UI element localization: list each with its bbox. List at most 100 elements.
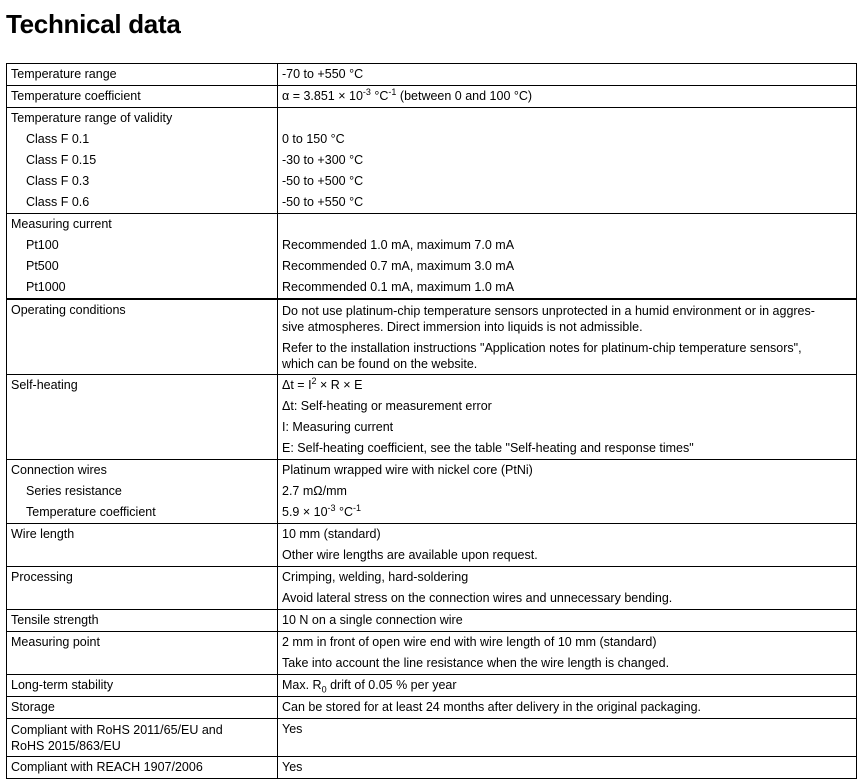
table-row: Measuring point 2 mm in front of open wi… (6, 631, 857, 675)
table-cell: -70 to +550 °C (277, 63, 857, 86)
value: 5.9 × 10-3 °C-1 (282, 502, 852, 523)
table-cell: Max. R0 drift of 0.05 % per year (277, 674, 857, 697)
value: Yes (282, 760, 303, 774)
value: Δt: Self-heating or measurement error (282, 399, 492, 413)
text: drift of 0.05 % per year (326, 678, 457, 692)
sub-label: Class F 0.6 (26, 195, 90, 209)
value: Take into account the line resistance wh… (282, 656, 670, 670)
table-row: Tensile strength 10 N on a single connec… (6, 609, 857, 632)
value: I: Measuring current (282, 420, 394, 434)
subscript: 0 (321, 684, 327, 695)
value: 0 to 150 °C (282, 132, 345, 146)
sub-label: Pt100 (26, 238, 59, 252)
line: Compliant with RoHS 2011/65/EU and (11, 723, 223, 737)
text: Δt = I (282, 378, 312, 392)
table-cell: 10 N on a single connection wire (277, 609, 857, 632)
label: Operating conditions (11, 303, 126, 317)
text: α = 3.851 × 10 (282, 89, 363, 103)
label: Wire length (11, 527, 75, 541)
table-row: Processing Crimping, welding, hard-solde… (6, 566, 857, 610)
table-cell: Temperature range of validity Class F 0.… (6, 107, 278, 214)
line: RoHS 2015/863/EU (11, 739, 121, 753)
table-cell: Tensile strength (6, 609, 278, 632)
table-cell: Self-heating (6, 374, 278, 460)
value: -50 to +550 °C (282, 195, 364, 209)
label: Compliant with REACH 1907/2006 (11, 760, 203, 774)
value: Recommended 0.7 mA, maximum 3.0 mA (282, 259, 515, 273)
text: Max. R (282, 678, 322, 692)
table-cell: 10 mm (standard) Other wire lengths are … (277, 523, 857, 567)
paragraph: Refer to the installation instructions "… (282, 337, 852, 374)
table-cell: Processing (6, 566, 278, 610)
table-cell: Long-term stability (6, 674, 278, 697)
text: °C (335, 505, 354, 519)
table-cell: Platinum wrapped wire with nickel core (… (277, 459, 857, 524)
table-row: Storage Can be stored for at least 24 mo… (6, 696, 857, 719)
table-cell: Compliant with REACH 1907/2006 (6, 756, 278, 779)
sub-label: Class F 0.3 (26, 174, 90, 188)
table-row: Operating conditions Do not use platinum… (6, 298, 857, 375)
value: 10 N on a single connection wire (282, 613, 463, 627)
value: 2.7 mΩ/mm (282, 484, 347, 498)
table-cell: α = 3.851 × 10-3 °C-1 (between 0 and 100… (277, 85, 857, 108)
table-cell: Can be stored for at least 24 months aft… (277, 696, 857, 719)
superscript: -3 (327, 502, 336, 513)
sub-label: Class F 0.15 (26, 153, 97, 167)
superscript: -1 (388, 86, 397, 97)
value: 2 mm in front of open wire end with wire… (282, 635, 657, 649)
value: 10 mm (standard) (282, 527, 381, 541)
table-row: Temperature coefficient α = 3.851 × 10-3… (6, 85, 857, 108)
table-cell: Storage (6, 696, 278, 719)
label: Long-term stability (11, 678, 114, 692)
table-cell: Wire length (6, 523, 278, 567)
table-row: Compliant with REACH 1907/2006 Yes (6, 756, 857, 779)
table-cell: Recommended 1.0 mA, maximum 7.0 mA Recom… (277, 213, 857, 300)
value: -30 to +300 °C (282, 153, 364, 167)
table-row: Temperature range -70 to +550 °C (6, 63, 857, 86)
value: Yes (282, 722, 303, 736)
table-row: Wire length 10 mm (standard) Other wire … (6, 523, 857, 567)
table-cell: 2 mm in front of open wire end with wire… (277, 631, 857, 675)
value: Other wire lengths are available upon re… (282, 548, 538, 562)
value: Recommended 0.1 mA, maximum 1.0 mA (282, 280, 515, 294)
superscript: -3 (362, 86, 371, 97)
text: × R × E (316, 378, 363, 392)
spacer (282, 214, 852, 235)
label: Tensile strength (11, 613, 99, 627)
sub-label: Class F 0.1 (26, 132, 90, 146)
value: Crimping, welding, hard-soldering (282, 570, 469, 584)
label: Processing (11, 570, 73, 584)
value: Max. R0 drift of 0.05 % per year (282, 675, 852, 696)
label: Temperature range of validity (11, 111, 173, 125)
table-cell: 0 to 150 °C -30 to +300 °C -50 to +500 °… (277, 107, 857, 214)
superscript: 2 (311, 375, 317, 386)
value: E: Self-heating coefficient, see the tab… (282, 441, 694, 455)
table-cell: Crimping, welding, hard-soldering Avoid … (277, 566, 857, 610)
value: Δt = I2 × R × E (282, 375, 852, 396)
technical-data-table: Temperature range -70 to +550 °C Tempera… (6, 63, 857, 779)
table-cell: Δt = I2 × R × E Δt: Self-heating or meas… (277, 374, 857, 460)
label: Temperature coefficient (11, 89, 141, 103)
table-cell: Operating conditions (6, 298, 278, 375)
table-cell: Yes (277, 756, 857, 779)
value: Platinum wrapped wire with nickel core (… (282, 463, 533, 477)
label: Self-heating (11, 378, 78, 392)
paragraph: Do not use platinum-chip temperature sen… (282, 300, 852, 337)
line: sive atmospheres. Direct immersion into … (282, 320, 643, 334)
page-title: Technical data (6, 9, 181, 39)
sub-label: Pt1000 (26, 280, 66, 294)
label: Measuring current (11, 217, 112, 231)
line: Refer to the installation instructions "… (282, 341, 802, 355)
table-cell: Measuring point (6, 631, 278, 675)
text: °C (370, 89, 389, 103)
value: Can be stored for at least 24 months aft… (282, 700, 701, 714)
line: Do not use platinum-chip temperature sen… (282, 304, 815, 318)
sub-label: Series resistance (26, 484, 122, 498)
value: -50 to +500 °C (282, 174, 364, 188)
table-row: Measuring current Pt100 Pt500 Pt1000 Rec… (6, 213, 857, 300)
table-row: Temperature range of validity Class F 0.… (6, 107, 857, 214)
value: Recommended 1.0 mA, maximum 7.0 mA (282, 238, 515, 252)
table-cell: Measuring current Pt100 Pt500 Pt1000 (6, 213, 278, 300)
superscript: -1 (353, 502, 362, 513)
